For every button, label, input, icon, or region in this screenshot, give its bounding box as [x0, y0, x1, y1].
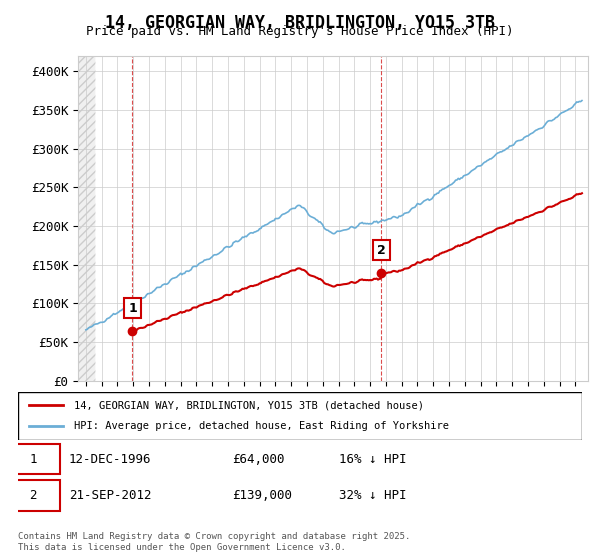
Text: 21-SEP-2012: 21-SEP-2012 [69, 489, 151, 502]
Text: 1: 1 [29, 452, 37, 466]
Text: £139,000: £139,000 [232, 489, 292, 502]
Text: 2: 2 [377, 244, 386, 256]
Text: 2: 2 [29, 489, 37, 502]
Text: 1: 1 [128, 302, 137, 315]
Text: HPI: Average price, detached house, East Riding of Yorkshire: HPI: Average price, detached house, East… [74, 421, 449, 431]
FancyBboxPatch shape [78, 56, 95, 381]
FancyBboxPatch shape [18, 392, 582, 440]
Text: Price paid vs. HM Land Registry's House Price Index (HPI): Price paid vs. HM Land Registry's House … [86, 25, 514, 38]
Text: £64,000: £64,000 [232, 452, 285, 466]
Text: 14, GEORGIAN WAY, BRIDLINGTON, YO15 3TB (detached house): 14, GEORGIAN WAY, BRIDLINGTON, YO15 3TB … [74, 400, 424, 410]
Text: 16% ↓ HPI: 16% ↓ HPI [340, 452, 407, 466]
Text: 14, GEORGIAN WAY, BRIDLINGTON, YO15 3TB: 14, GEORGIAN WAY, BRIDLINGTON, YO15 3TB [105, 14, 495, 32]
FancyBboxPatch shape [7, 480, 60, 511]
FancyBboxPatch shape [7, 444, 60, 474]
Text: 32% ↓ HPI: 32% ↓ HPI [340, 489, 407, 502]
Text: Contains HM Land Registry data © Crown copyright and database right 2025.
This d: Contains HM Land Registry data © Crown c… [18, 532, 410, 552]
Text: 12-DEC-1996: 12-DEC-1996 [69, 452, 151, 466]
